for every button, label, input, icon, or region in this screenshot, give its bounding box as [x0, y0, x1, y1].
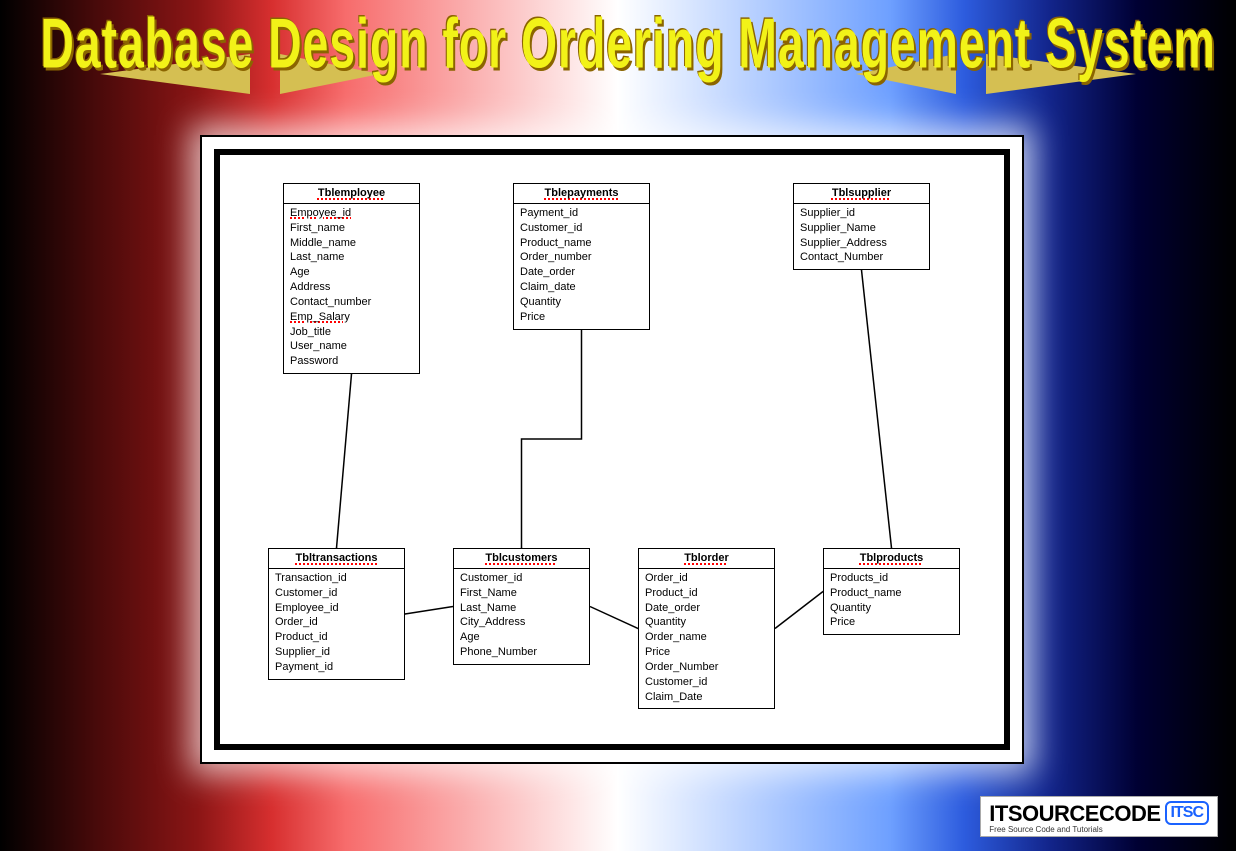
table-field: Last_name — [290, 250, 413, 265]
brand-logo: ITSOURCECODE ITSC Free Source Code and T… — [980, 796, 1218, 837]
table-field: Contact_number — [290, 295, 413, 310]
table-field: Supplier_id — [275, 645, 398, 660]
table-field: Quantity — [520, 295, 643, 310]
table-fields: Customer_idFirst_NameLast_NameCity_Addre… — [454, 569, 589, 664]
table-tbltransactions: TbltransactionsTransaction_idCustomer_id… — [268, 548, 405, 680]
table-title: Tblepayments — [514, 184, 649, 204]
table-fields: Empoyee_idFirst_nameMiddle_nameLast_name… — [284, 204, 419, 373]
table-field: Claim_date — [520, 280, 643, 295]
table-field: Customer_id — [275, 586, 398, 601]
table-field: Order_id — [275, 615, 398, 630]
table-field: Age — [290, 265, 413, 280]
table-field: Password — [290, 354, 413, 369]
table-field: Products_id — [830, 571, 953, 586]
table-field: Employee_id — [275, 601, 398, 616]
table-field: First_name — [290, 221, 413, 236]
table-field: Order_name — [645, 630, 768, 645]
brand-name: ITSOURCECODE — [989, 801, 1160, 827]
table-field: Customer_id — [520, 221, 643, 236]
table-field: Job_title — [290, 325, 413, 340]
brand-badge-icon: ITSC — [1165, 801, 1209, 825]
table-field: Payment_id — [520, 206, 643, 221]
table-field: Empoyee_id — [290, 206, 413, 221]
table-fields: Transaction_idCustomer_idEmployee_idOrde… — [269, 569, 404, 679]
table-field: User_name — [290, 339, 413, 354]
table-field: Product_name — [830, 586, 953, 601]
table-field: Customer_id — [460, 571, 583, 586]
diagram-border: TblemployeeEmpoyee_idFirst_nameMiddle_na… — [214, 149, 1010, 750]
table-tblproducts: TblproductsProducts_idProduct_nameQuanti… — [823, 548, 960, 635]
table-fields: Order_idProduct_idDate_orderQuantityOrde… — [639, 569, 774, 709]
brand-sub: Free Source Code and Tutorials — [989, 825, 1209, 834]
table-field: Last_Name — [460, 601, 583, 616]
table-field: Age — [460, 630, 583, 645]
table-field: Contact_Number — [800, 250, 923, 265]
table-field: First_Name — [460, 586, 583, 601]
table-field: Price — [830, 615, 953, 630]
diagram-panel: TblemployeeEmpoyee_idFirst_nameMiddle_na… — [200, 135, 1024, 764]
table-field: Product_id — [275, 630, 398, 645]
table-title: Tblorder — [639, 549, 774, 569]
table-field: Phone_Number — [460, 645, 583, 660]
table-field: Order_number — [520, 250, 643, 265]
table-field: City_Address — [460, 615, 583, 630]
table-fields: Supplier_idSupplier_NameSupplier_Address… — [794, 204, 929, 269]
table-field: Supplier_Address — [800, 236, 923, 251]
table-title: Tblsupplier — [794, 184, 929, 204]
table-tblsupplier: TblsupplierSupplier_idSupplier_NameSuppl… — [793, 183, 930, 270]
table-field: Payment_id — [275, 660, 398, 675]
table-field: Middle_name — [290, 236, 413, 251]
table-field: Quantity — [645, 615, 768, 630]
table-title: Tblemployee — [284, 184, 419, 204]
table-tblorder: TblorderOrder_idProduct_idDate_orderQuan… — [638, 548, 775, 709]
table-field: Price — [520, 310, 643, 325]
table-field: Quantity — [830, 601, 953, 616]
table-field: Order_id — [645, 571, 768, 586]
page-title: Database Design for Ordering Management … — [41, 5, 1196, 85]
table-tblcustomers: TblcustomersCustomer_idFirst_NameLast_Na… — [453, 548, 590, 665]
table-field: Claim_Date — [645, 690, 768, 705]
table-fields: Payment_idCustomer_idProduct_nameOrder_n… — [514, 204, 649, 329]
table-fields: Products_idProduct_nameQuantityPrice — [824, 569, 959, 634]
table-field: Transaction_id — [275, 571, 398, 586]
table-field: Product_id — [645, 586, 768, 601]
er-diagram: TblemployeeEmpoyee_idFirst_nameMiddle_na… — [238, 173, 986, 726]
table-field: Date_order — [520, 265, 643, 280]
table-title: Tblcustomers — [454, 549, 589, 569]
table-field: Supplier_Name — [800, 221, 923, 236]
table-title: Tbltransactions — [269, 549, 404, 569]
table-field: Emp_Salary — [290, 310, 413, 325]
table-field: Customer_id — [645, 675, 768, 690]
table-field: Order_Number — [645, 660, 768, 675]
table-field: Date_order — [645, 601, 768, 616]
table-field: Price — [645, 645, 768, 660]
table-tblemployee: TblemployeeEmpoyee_idFirst_nameMiddle_na… — [283, 183, 420, 374]
table-tblpayments: TblepaymentsPayment_idCustomer_idProduct… — [513, 183, 650, 330]
table-field: Supplier_id — [800, 206, 923, 221]
table-field: Address — [290, 280, 413, 295]
table-field: Product_name — [520, 236, 643, 251]
table-title: Tblproducts — [824, 549, 959, 569]
